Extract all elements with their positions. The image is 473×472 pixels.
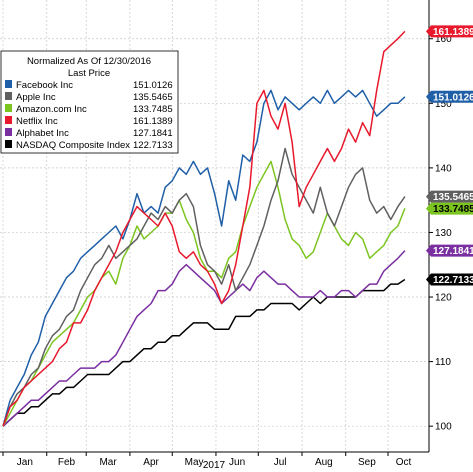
x-axis-title: 2017 [203,460,226,471]
x-tick-label: Jul [274,457,287,468]
legend-box [0,50,179,154]
y-tick-label: 110 [435,357,451,368]
series-line [2,250,406,427]
last-value-tag [426,190,473,203]
y-tick-label: 150 [435,99,452,110]
last-value-tag-label: 161.1389 [433,27,473,38]
last-value-tag [426,90,473,103]
series-line [2,147,406,427]
legend-series-value: 133.7485 [133,104,173,115]
series-line [2,160,406,427]
y-tick-label: 160 [435,34,452,45]
legend-series-name: Alphabet Inc [16,128,69,139]
x-tick-label: Apr [143,457,159,468]
last-value-tag-label: 135.5465 [433,192,473,203]
legend-entries: Facebook Inc 151.0126 Apple Inc 135.5465 Ama… [5,80,173,151]
legend-series-value: 122.7133 [133,140,173,151]
legend-series-value: 161.1389 [133,116,173,127]
y-tick-label: 120 [435,293,452,304]
legend-series-name: Netflix Inc [16,116,58,127]
legend-swatch [5,140,12,148]
x-tick-label: May [185,457,204,468]
x-tick-label: Jun [229,457,245,468]
legend-series-name: Apple Inc [16,92,56,103]
series-lines [2,30,406,427]
x-tick-label: Feb [58,457,76,468]
legend-title-line1: Normalized As Of 12/30/2016 [27,56,151,67]
legend-series-value: 151.0126 [133,80,173,91]
legend-series-value: 127.1841 [133,128,173,139]
last-value-tag [426,202,473,215]
legend-swatch [5,116,12,124]
y-tick-label: 130 [435,228,452,239]
x-tick-label: Mar [99,457,117,468]
grid [0,0,429,452]
last-value-tag-label: 127.1841 [433,246,473,257]
last-value-tag [426,25,473,38]
x-axis-ticks: Jan Feb Mar Apr May Jun Jul Aug Sep Oct [2,452,412,468]
x-tick-label: Aug [315,457,333,468]
legend-swatch [5,104,12,112]
last-value-tag [426,273,473,286]
series-line [2,30,406,427]
last-value-tag-label: 133.7485 [433,204,473,215]
legend-swatch [5,80,12,88]
legend: Normalized As Of 12/30/2016 Last Price F… [0,50,179,154]
series-line [2,278,406,427]
last-value-tag-label: 122.7133 [433,275,473,286]
legend-series-name: Facebook Inc [16,80,73,91]
legend-series-name: NASDAQ Composite Index [16,140,130,151]
legend-swatch [5,128,12,136]
series-line [2,89,406,427]
legend-series-value: 135.5465 [133,92,173,103]
y-tick-label: 140 [435,163,452,174]
y-tick-label: 100 [435,422,452,433]
x-tick-label: Jan [17,457,33,468]
legend-swatch [5,92,12,100]
legend-series-name: Amazon.com Inc [16,104,87,115]
last-value-tag-label: 151.0126 [433,92,473,103]
x-tick-label: Oct [396,457,412,468]
x-tick-label: Sep [358,457,376,468]
legend-title-line2: Last Price [68,68,110,79]
y-axis-ticks: 100 110 120 130 140 150 160 [429,34,452,433]
last-value-tag [426,244,473,257]
